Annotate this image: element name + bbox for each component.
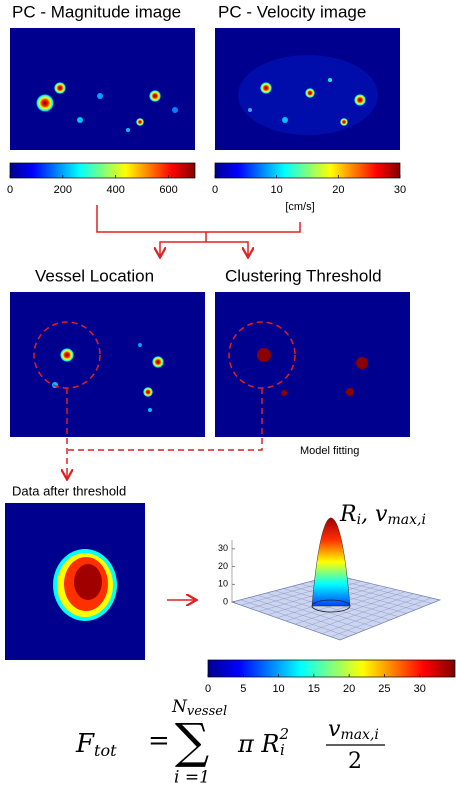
formula-part: vessel — [187, 704, 227, 719]
tick-label: 20 — [343, 683, 355, 695]
model-plot — [232, 518, 440, 640]
vessel-location-title: Vessel Location — [35, 266, 154, 285]
tick-label: 200 — [54, 184, 72, 196]
formula-part: N — [171, 697, 188, 717]
formula-part: i =1 — [174, 768, 210, 788]
model-label: Ri, vmax,i — [339, 502, 426, 528]
formula-part: tot — [94, 741, 117, 760]
tick-label: 0 — [205, 683, 211, 695]
label-part: , v — [361, 502, 388, 527]
label-part: max,i — [387, 512, 425, 528]
velocity-unit: [cm/s] — [285, 201, 314, 213]
velocity-colorbar — [215, 163, 400, 178]
z-tick-label: 10 — [218, 579, 228, 589]
tick-label: 30 — [414, 683, 426, 695]
bottom-colorbar — [208, 660, 455, 677]
formula-part: Ftot — [75, 729, 117, 760]
threshold-image — [5, 503, 145, 660]
tick-label: 30 — [394, 184, 406, 196]
velocity-image — [215, 28, 400, 150]
velocity-title: PC - Velocity image — [218, 2, 366, 21]
z-tick-label: 0 — [223, 596, 228, 606]
formula-part: vmax,i — [328, 717, 379, 743]
tick-label: 600 — [159, 184, 177, 196]
formula-part: Nvessel — [171, 697, 227, 719]
tick-label: 5 — [240, 683, 246, 695]
clustering-image — [215, 292, 410, 437]
magnitude-image — [10, 28, 195, 150]
magnitude-colorbar — [10, 163, 195, 178]
formula-part: π R — [237, 730, 279, 758]
merge-arrows — [97, 205, 300, 256]
data-after-threshold-title: Data after threshold — [12, 483, 126, 498]
tick-label: 400 — [107, 184, 125, 196]
tick-label: 15 — [308, 683, 320, 695]
formula-part: max,i — [340, 727, 378, 743]
tick-label: 0 — [7, 184, 13, 196]
model-fitting-title: Model fitting — [300, 445, 359, 457]
tick-label: 25 — [378, 683, 390, 695]
z-tick-label: 30 — [218, 543, 228, 553]
formula-part: ∑ — [175, 714, 209, 770]
label-part: R — [339, 502, 357, 527]
magnitude-title: PC - Magnitude image — [12, 2, 181, 21]
formula-part: i — [280, 741, 285, 759]
formula-part: = — [148, 726, 170, 756]
clustering-title: Clustering Threshold — [225, 266, 382, 285]
vessel-location-image — [10, 292, 205, 437]
formula-part: 2 — [348, 749, 362, 774]
tick-label: 0 — [212, 184, 218, 196]
formula-part: v — [328, 717, 341, 742]
tick-label: 10 — [272, 683, 284, 695]
tick-label: 10 — [271, 184, 283, 196]
formula-part: F — [75, 729, 95, 759]
tick-label: 20 — [332, 184, 344, 196]
z-tick-label: 20 — [218, 561, 228, 571]
figure: PC - Magnitude image PC - Velocity image… — [0, 0, 456, 788]
